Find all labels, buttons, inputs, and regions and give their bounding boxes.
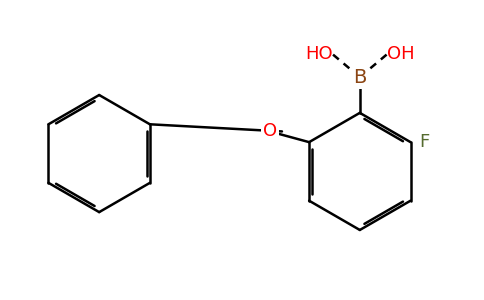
Text: B: B <box>353 68 366 87</box>
Text: F: F <box>419 133 429 151</box>
Text: O: O <box>263 122 277 140</box>
Text: HO: HO <box>305 45 333 63</box>
Text: OH: OH <box>387 45 415 63</box>
